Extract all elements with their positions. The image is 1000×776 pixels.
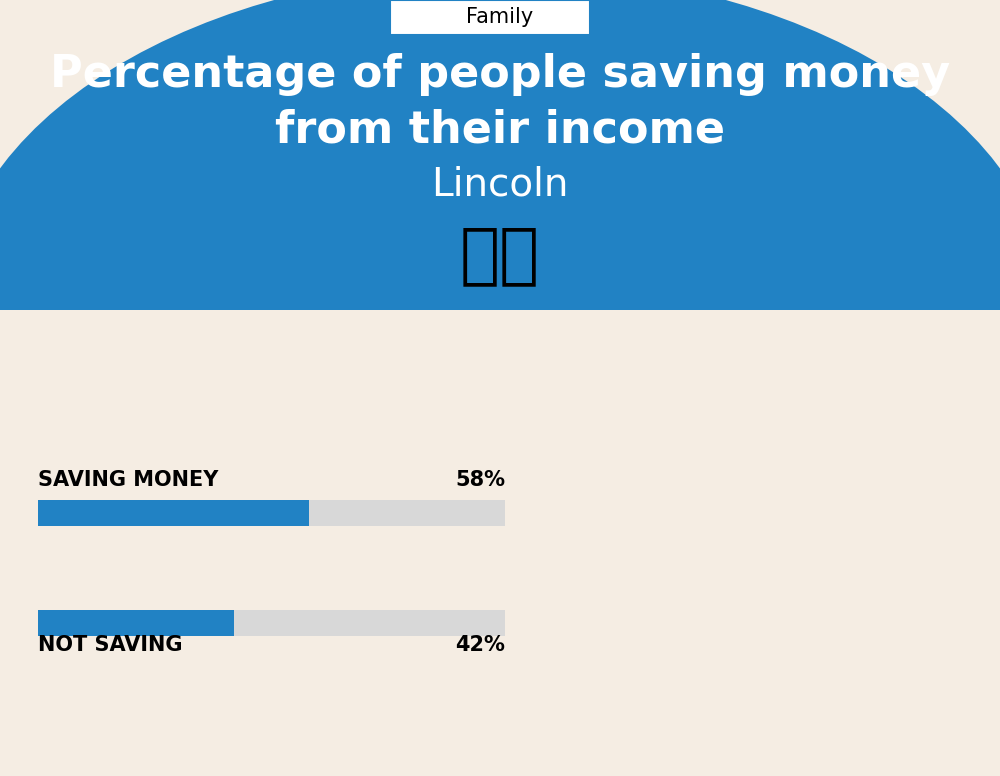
Text: 42%: 42% bbox=[455, 635, 505, 655]
Text: from their income: from their income bbox=[275, 109, 725, 151]
Text: Percentage of people saving money: Percentage of people saving money bbox=[50, 54, 950, 96]
Text: SAVING MONEY: SAVING MONEY bbox=[38, 470, 218, 490]
FancyBboxPatch shape bbox=[390, 0, 590, 35]
Text: 🇬🇧: 🇬🇧 bbox=[460, 222, 540, 288]
Bar bbox=[0, 310, 1000, 776]
Text: 58%: 58% bbox=[455, 470, 505, 490]
Bar bbox=[38, 500, 505, 526]
Text: Family: Family bbox=[466, 7, 534, 27]
Bar bbox=[38, 610, 505, 636]
Bar bbox=[38, 500, 309, 526]
Text: NOT SAVING: NOT SAVING bbox=[38, 635, 182, 655]
Text: Lincoln: Lincoln bbox=[431, 166, 569, 204]
Bar bbox=[38, 610, 234, 636]
Ellipse shape bbox=[0, 0, 1000, 650]
